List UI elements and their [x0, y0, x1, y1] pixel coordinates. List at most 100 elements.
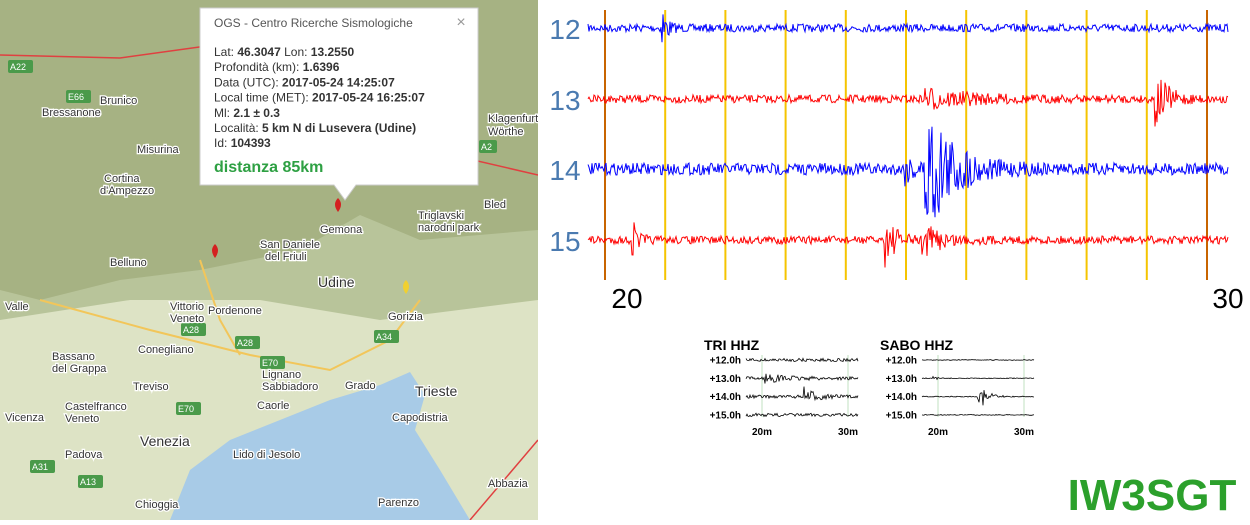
distance: distanza 85km — [214, 159, 323, 176]
waveform — [745, 386, 859, 402]
field-value: 2017-05-24 16:25:07 — [312, 91, 425, 105]
field-label: Lat: — [214, 45, 234, 59]
road-label: E70 — [262, 358, 278, 368]
road-label: A34 — [376, 332, 392, 342]
place-label: Wörthe — [488, 126, 523, 138]
road-shield — [78, 475, 103, 488]
row-label: 13 — [549, 85, 580, 116]
waveform — [745, 357, 859, 363]
place-label: Triglavski — [418, 210, 464, 222]
inset-row-label: +13.0h — [710, 374, 741, 385]
road-shield — [235, 336, 260, 349]
marker[interactable] — [403, 280, 409, 294]
popup-line: Id: 104393 — [214, 136, 271, 150]
field-label: Id: — [214, 136, 227, 150]
road-shield — [8, 60, 33, 73]
place-label: Cortina — [104, 173, 140, 185]
inset-time-label: 30m — [1014, 427, 1034, 438]
field-value: 2017-05-24 14:25:07 — [282, 75, 395, 89]
place-label: del Grappa — [52, 363, 107, 375]
popup-title: OGS - Centro Ricerche Sismologiche — [214, 16, 413, 30]
road-label: E66 — [68, 92, 84, 102]
waveform — [921, 390, 1035, 406]
place-label: Lignano — [262, 369, 301, 381]
field-value: 104393 — [231, 136, 271, 150]
marker[interactable] — [335, 198, 341, 212]
waveform — [921, 375, 1035, 381]
road-label: A28 — [183, 325, 199, 335]
row-label: 15 — [549, 226, 580, 257]
inset-title: SABO HHZ — [880, 337, 954, 353]
road-shield — [30, 460, 55, 473]
place-label: Belluno — [110, 257, 147, 269]
place-label: Bled — [484, 199, 506, 211]
field-label: Località: — [214, 121, 259, 135]
road-shield — [66, 90, 91, 103]
popup-line: Località: 5 km N di Lusevera (Udine) — [214, 121, 416, 135]
field-label: Ml: — [214, 106, 230, 120]
inset-row-label: +12.0h — [886, 356, 917, 367]
place-label: Grado — [345, 380, 376, 392]
popup-line: Local time (MET): 2017-05-24 16:25:07 — [214, 91, 425, 105]
place-label: Bassano — [52, 351, 95, 363]
inset-row-label: +14.0h — [710, 392, 741, 403]
waveform — [587, 79, 1229, 127]
place-label: Vittorio — [170, 301, 204, 313]
road-shield — [374, 330, 399, 343]
waveform — [587, 222, 1229, 268]
marker[interactable] — [212, 244, 218, 258]
place-label: Vicenza — [5, 412, 45, 424]
place-label: Chioggia — [135, 499, 179, 511]
field-value: 1.6396 — [303, 60, 340, 74]
inset-row-label: +14.0h — [886, 392, 917, 403]
row-label: 14 — [549, 155, 580, 186]
road-shield — [260, 356, 285, 369]
place-label: Venezia — [140, 433, 190, 449]
place-label: Gemona — [320, 224, 363, 236]
popup-line: Ml: 2.1 ± 0.3 — [214, 106, 280, 120]
place-label: Treviso — [133, 381, 169, 393]
close-button[interactable]: × — [456, 14, 465, 31]
place-label: San Daniele — [260, 239, 320, 251]
place-label: Bressanone — [42, 107, 101, 119]
road-label: A28 — [237, 338, 253, 348]
road-shield — [479, 140, 497, 153]
place-label: Trieste — [415, 383, 457, 399]
field-label: Profondità (km): — [214, 60, 299, 74]
field-label: Data (UTC): — [214, 75, 279, 89]
inset-time-label: 30m — [838, 427, 858, 438]
place-label: Veneto — [65, 413, 99, 425]
inset-row-label: +15.0h — [710, 410, 741, 421]
road-shield — [181, 323, 206, 336]
waveform — [587, 126, 1229, 218]
waveform — [921, 414, 1035, 416]
waveform — [745, 373, 859, 384]
place-label: Conegliano — [138, 344, 194, 356]
place-label: Udine — [318, 274, 355, 290]
inset-row-label: +13.0h — [886, 374, 917, 385]
road-shield — [176, 402, 201, 415]
place-label: narodni park — [418, 222, 480, 234]
map-sea — [170, 372, 470, 520]
place-label: d'Ampezzo — [100, 185, 154, 197]
field-value: 13.2550 — [311, 45, 355, 59]
place-label: Brunico — [100, 95, 137, 107]
row-label: 12 — [549, 14, 580, 45]
waveform — [921, 359, 1035, 361]
place-label: Caorle — [257, 400, 289, 412]
place-label: Pordenone — [208, 305, 262, 317]
road-label: A13 — [80, 477, 96, 487]
place-label: Padova — [65, 449, 103, 461]
inset-row-label: +12.0h — [710, 356, 741, 367]
inset-row-label: +15.0h — [886, 410, 917, 421]
place-label: Capodistria — [392, 412, 449, 424]
road-label: E70 — [178, 404, 194, 414]
inset-time-label: 20m — [752, 427, 772, 438]
road-label: A31 — [32, 462, 48, 472]
place-label: Sabbiadoro — [262, 381, 318, 393]
place-label: Valle — [5, 301, 29, 313]
field-label: Local time (MET): — [214, 91, 309, 105]
place-label: Klagenfurt — [488, 113, 538, 125]
